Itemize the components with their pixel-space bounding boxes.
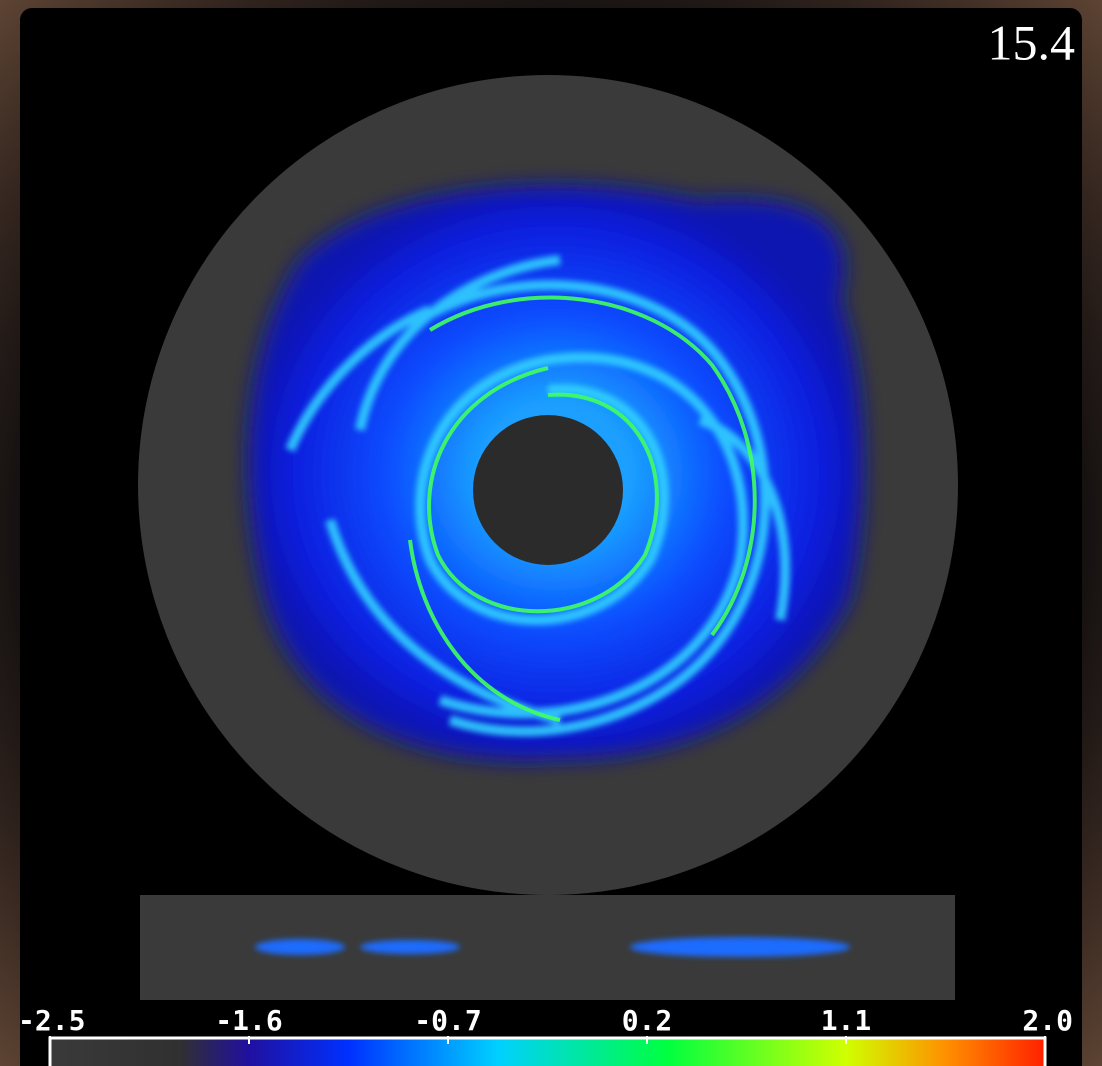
colorbar-tick-label: -2.5 bbox=[18, 1004, 85, 1037]
colorbar-tick-label: -0.7 bbox=[414, 1004, 481, 1037]
colorbar-tick-label: 0.2 bbox=[622, 1004, 673, 1037]
colorbar-ticks: -2.5 -1.6 -0.7 0.2 1.1 2.0 bbox=[17, 1003, 1074, 1044]
colorbar bbox=[48, 1036, 1047, 1066]
gas-disk bbox=[247, 184, 864, 762]
time-label: 15.4 bbox=[988, 14, 1076, 70]
colorbar-tick-label: 2.0 bbox=[1022, 1004, 1073, 1037]
colorbar-tick-label: -1.6 bbox=[215, 1004, 282, 1037]
edge-on-disk bbox=[255, 937, 850, 957]
colorbar-tick-label: 1.1 bbox=[821, 1004, 872, 1037]
